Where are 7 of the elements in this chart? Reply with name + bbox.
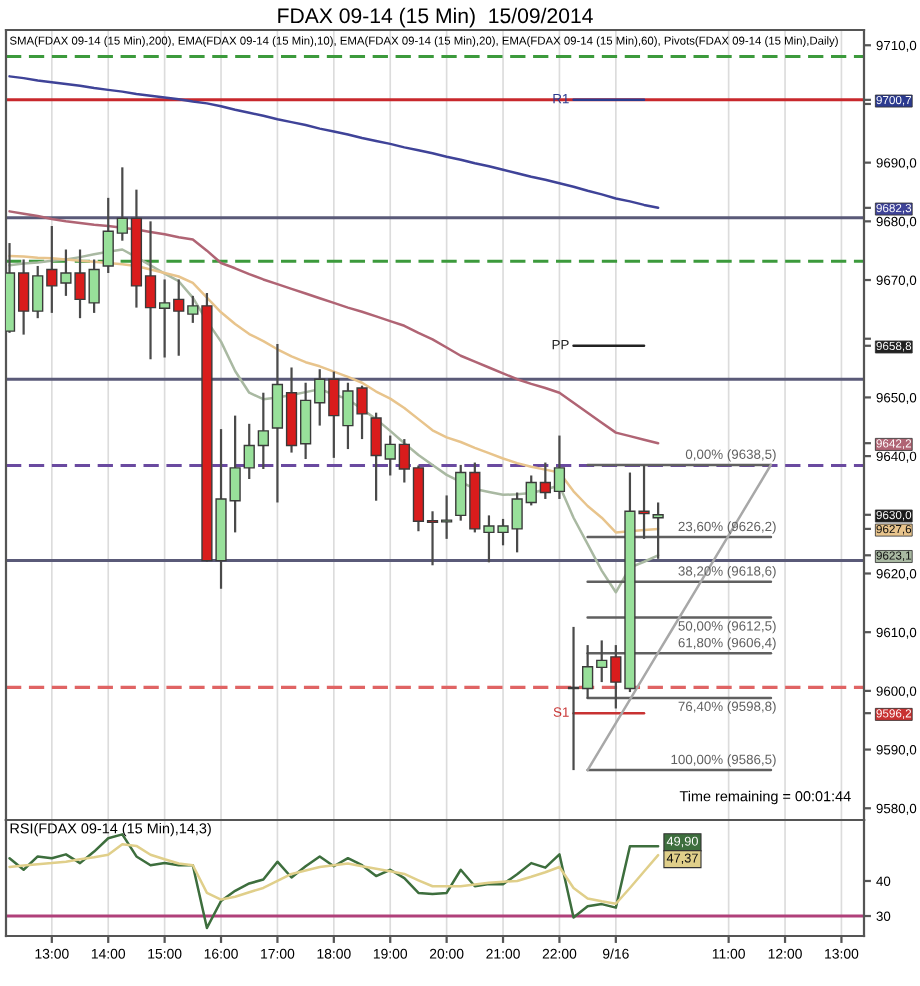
line-series	[8, 833, 660, 930]
line-series	[8, 210, 660, 445]
line-series	[586, 463, 773, 772]
chart-title: FDAX 09-14 (15 Min) 15/09/2014	[278, 7, 593, 28]
line-series	[8, 75, 660, 210]
candlestick	[652, 501, 664, 560]
line-series	[8, 842, 660, 906]
